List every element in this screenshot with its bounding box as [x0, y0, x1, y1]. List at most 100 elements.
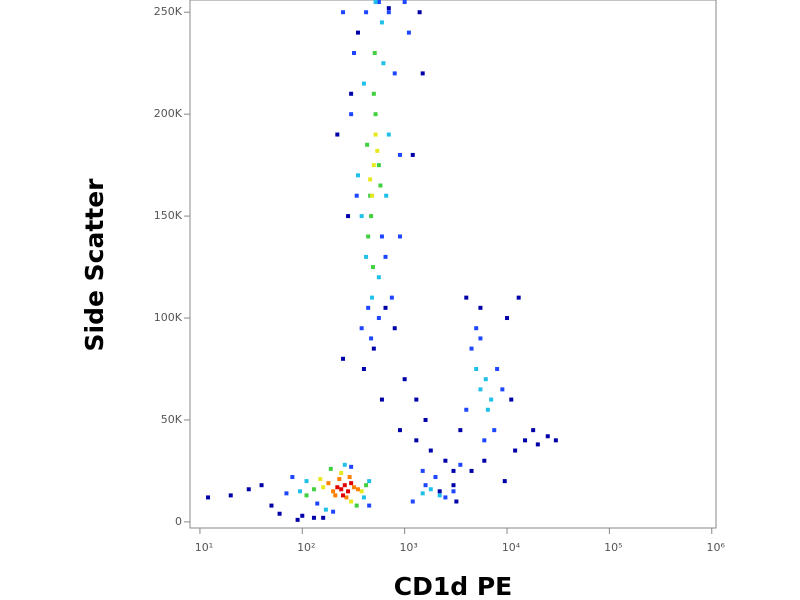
data-point	[346, 489, 351, 494]
data-point	[349, 464, 354, 469]
data-point	[423, 417, 428, 422]
data-point	[414, 438, 419, 443]
data-point	[376, 163, 381, 168]
data-point	[478, 387, 483, 392]
data-point	[369, 336, 374, 341]
data-point	[379, 397, 384, 402]
data-point	[352, 485, 357, 490]
x-tick-label: 10²	[297, 541, 315, 554]
data-point	[376, 0, 381, 5]
data-point	[349, 112, 354, 117]
y-tick-label: 100K	[154, 311, 183, 324]
data-point	[392, 71, 397, 76]
data-point	[371, 91, 376, 96]
data-point	[454, 499, 459, 504]
data-point	[315, 501, 320, 506]
data-point	[347, 475, 352, 480]
data-point	[359, 489, 364, 494]
data-point	[367, 479, 372, 484]
data-point	[500, 387, 505, 392]
data-point	[516, 295, 521, 300]
data-point	[489, 397, 494, 402]
data-point	[228, 493, 233, 498]
data-point	[414, 397, 419, 402]
data-point	[384, 193, 389, 198]
data-point	[370, 193, 375, 198]
data-point	[337, 477, 342, 482]
data-point	[295, 517, 300, 522]
data-point	[349, 481, 354, 486]
data-point	[420, 491, 425, 496]
data-point	[545, 434, 550, 439]
y-tick-label: 200K	[154, 107, 183, 120]
data-point	[392, 326, 397, 331]
data-point	[383, 305, 388, 310]
data-point	[417, 10, 422, 15]
data-point	[371, 163, 376, 168]
data-point	[355, 487, 360, 492]
x-tick-label: 10³	[399, 541, 417, 554]
data-point	[344, 495, 349, 500]
data-point	[410, 499, 415, 504]
data-point	[206, 495, 211, 500]
x-tick-label: 10⁴	[502, 541, 521, 554]
data-point	[420, 71, 425, 76]
data-point	[368, 177, 373, 182]
data-point	[482, 458, 487, 463]
data-point	[311, 515, 316, 520]
data-point	[535, 442, 540, 447]
data-point	[423, 483, 428, 488]
data-point	[443, 495, 448, 500]
data-point	[383, 254, 388, 259]
data-point	[531, 428, 536, 433]
data-point	[420, 468, 425, 473]
data-point	[333, 493, 338, 498]
data-point	[397, 428, 402, 433]
data-point	[349, 91, 354, 96]
data-point	[290, 475, 295, 480]
data-point	[359, 326, 364, 331]
data-point	[341, 10, 346, 15]
data-point	[269, 503, 274, 508]
data-point	[451, 489, 456, 494]
data-point	[373, 132, 378, 137]
data-point	[373, 0, 378, 5]
data-point	[389, 295, 394, 300]
y-tick-label: 250K	[154, 5, 183, 18]
data-point	[371, 346, 376, 351]
data-point	[464, 407, 469, 412]
data-point	[342, 462, 347, 467]
data-point	[349, 499, 354, 504]
data-point	[464, 295, 469, 300]
data-point	[402, 377, 407, 382]
data-point	[277, 511, 282, 516]
y-tick-label: 50K	[161, 413, 183, 426]
data-point	[381, 61, 386, 66]
x-tick-label: 10¹	[195, 541, 213, 554]
data-point	[369, 214, 374, 219]
data-point	[478, 305, 483, 310]
data-point	[366, 234, 371, 239]
data-point	[458, 428, 463, 433]
data-point	[451, 483, 456, 488]
data-point	[443, 458, 448, 463]
data-point	[339, 487, 344, 492]
data-point	[376, 275, 381, 280]
data-point	[339, 470, 344, 475]
data-point	[300, 513, 305, 518]
data-point	[331, 489, 336, 494]
data-point	[342, 483, 347, 488]
data-point	[354, 193, 359, 198]
data-point	[331, 509, 336, 514]
data-point	[284, 491, 289, 496]
data-point	[375, 148, 380, 153]
data-point	[474, 366, 479, 371]
data-point	[505, 316, 510, 321]
y-tick-label: 0	[175, 515, 182, 528]
data-point	[474, 326, 479, 331]
data-point	[373, 112, 378, 117]
data-point	[397, 152, 402, 157]
data-point	[246, 487, 251, 492]
data-point	[321, 485, 326, 490]
data-point	[397, 234, 402, 239]
